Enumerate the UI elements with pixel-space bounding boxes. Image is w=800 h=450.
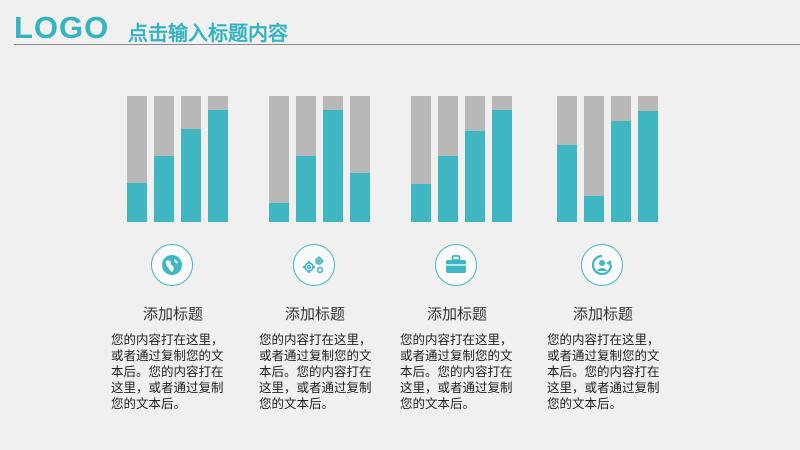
- stat-group-3: 添加标题 您的内容打在这里，或者通过复制您的文本后。您的内容打在这里，或者通过复…: [400, 96, 539, 416]
- group-description: 您的内容打在这里，或者通过复制您的文本后。您的内容打在这里，或者通过复制您的文本…: [259, 332, 372, 411]
- bar: [323, 96, 343, 222]
- bar: [557, 96, 577, 222]
- page-title: 点击输入标题内容: [128, 21, 288, 45]
- bar-fill: [323, 109, 343, 222]
- group-label: 添加标题: [142, 305, 203, 323]
- bar-fill: [611, 121, 631, 222]
- bar: [438, 96, 458, 222]
- briefcase-icon: [435, 244, 477, 286]
- bar: [411, 96, 431, 222]
- bar-fill: [438, 156, 458, 222]
- logo: LOGO: [14, 10, 110, 45]
- bar: [296, 96, 316, 222]
- bar-chart: [557, 96, 685, 222]
- bar-fill: [411, 184, 431, 222]
- group-label: 添加标题: [426, 305, 487, 323]
- bar-fill: [127, 182, 147, 222]
- header-divider: [14, 44, 800, 45]
- group-label: 添加标题: [284, 305, 345, 323]
- bar: [154, 96, 174, 222]
- bar-fill: [557, 145, 577, 222]
- bar-fill: [350, 172, 370, 222]
- bar-chart: [127, 96, 255, 222]
- bar-fill: [208, 109, 228, 222]
- bar-fill: [269, 203, 289, 222]
- bar: [181, 96, 201, 222]
- group-description: 您的内容打在这里，或者通过复制您的文本后。您的内容打在这里，或者通过复制您的文本…: [111, 332, 224, 411]
- group-label: 添加标题: [572, 305, 633, 323]
- bar: [584, 96, 604, 222]
- bar: [465, 96, 485, 222]
- bar-fill: [584, 195, 604, 222]
- globe-icon: [151, 244, 193, 286]
- user-refresh-icon: [581, 244, 623, 286]
- bar-chart: [411, 96, 539, 222]
- bar: [127, 96, 147, 222]
- bar: [350, 96, 370, 222]
- bar: [492, 96, 512, 222]
- stat-group-4: 添加标题 您的内容打在这里，或者通过复制您的文本后。您的内容打在这里，或者通过复…: [547, 96, 685, 416]
- bar: [638, 96, 658, 222]
- bar-fill: [296, 156, 316, 222]
- group-description: 您的内容打在这里，或者通过复制您的文本后。您的内容打在这里，或者通过复制您的文本…: [400, 332, 513, 411]
- stat-group-2: 添加标题 您的内容打在这里，或者通过复制您的文本后。您的内容打在这里，或者通过复…: [259, 96, 397, 416]
- bar: [208, 96, 228, 222]
- bar-fill: [465, 131, 485, 222]
- group-description: 您的内容打在这里，或者通过复制您的文本后。您的内容打在这里，或者通过复制您的文本…: [547, 332, 660, 411]
- bar-fill: [154, 156, 174, 222]
- stat-group-1: 添加标题 您的内容打在这里，或者通过复制您的文本后。您的内容打在这里，或者通过复…: [111, 96, 255, 416]
- bar-fill: [638, 111, 658, 222]
- gears-icon: [293, 244, 335, 286]
- bar-fill: [181, 128, 201, 222]
- bar: [611, 96, 631, 222]
- bar-chart: [269, 96, 397, 222]
- bar-fill: [492, 109, 512, 222]
- bar: [269, 96, 289, 222]
